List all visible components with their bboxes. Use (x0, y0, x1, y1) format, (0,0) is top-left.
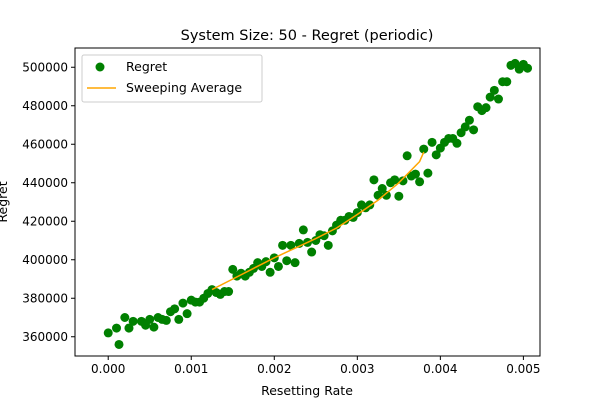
x-tick-label: 0.003 (340, 362, 374, 376)
regret-point (149, 322, 159, 332)
regret-point (290, 258, 300, 268)
y-tick-label: 420000 (22, 214, 68, 228)
y-tick-label: 460000 (22, 137, 68, 151)
regret-point (178, 298, 188, 308)
regret-point (410, 169, 420, 179)
regret-point (278, 240, 288, 250)
regret-point (224, 287, 234, 297)
regret-point (402, 151, 412, 161)
regret-point (415, 177, 425, 187)
regret-point (298, 225, 308, 235)
regret-point (390, 175, 400, 185)
legend-regret-label: Regret (126, 59, 167, 74)
regret-point (161, 315, 171, 325)
y-axis: 360000 380000 400000 420000 440000 460000 4800… (22, 60, 75, 344)
regret-point (145, 314, 155, 324)
regret-point (481, 103, 491, 113)
regret-point (431, 150, 441, 160)
regret-point (523, 63, 533, 73)
y-tick-label: 380000 (22, 291, 68, 305)
regret-series (103, 58, 533, 349)
regret-point (381, 190, 391, 200)
regret-point (265, 267, 275, 277)
regret-point (502, 77, 512, 87)
regret-point (170, 304, 180, 314)
regret-point (377, 184, 387, 194)
y-tick-label: 360000 (22, 330, 68, 344)
legend-regret-marker (95, 62, 105, 72)
sweeping-average-series (211, 151, 425, 291)
x-tick-label: 0.002 (257, 362, 291, 376)
regret-point (493, 94, 503, 104)
y-axis-label: Regret (0, 181, 10, 222)
y-tick-label: 480000 (22, 99, 68, 113)
regret-point (398, 176, 408, 186)
regret-point (369, 175, 379, 185)
regret-point (124, 323, 134, 333)
regret-point (452, 138, 462, 148)
regret-point (286, 240, 296, 250)
regret-point (464, 115, 474, 125)
regret-point (120, 313, 130, 322)
regret-point (485, 92, 495, 102)
regret-point (182, 309, 192, 319)
regret-point (282, 256, 292, 266)
regret-point (394, 191, 404, 201)
regret-point (427, 137, 437, 147)
regret-point (174, 314, 184, 324)
x-tick-label: 0.004 (423, 362, 457, 376)
regret-point (103, 328, 113, 338)
plot-frame (74, 47, 541, 357)
regret-point (352, 208, 362, 218)
legend-average-label: Sweeping Average (126, 80, 242, 95)
regret-point (460, 122, 470, 132)
regret-point (112, 323, 122, 333)
x-tick-label: 0.005 (506, 362, 540, 376)
x-axis-label: Resetting Rate (261, 383, 353, 398)
regret-point (323, 240, 333, 250)
regret-point (273, 261, 283, 271)
regret-point (114, 339, 124, 349)
x-tick-label: 0.001 (174, 362, 208, 376)
y-tick-label: 440000 (22, 176, 68, 190)
regret-point (489, 85, 499, 95)
y-tick-label: 400000 (22, 253, 68, 267)
regret-point (423, 168, 433, 178)
plot-area (74, 47, 541, 357)
sweeping-average-line (211, 151, 425, 291)
regret-point (228, 264, 238, 274)
regret-point (469, 125, 479, 135)
x-axis: 0.000 0.001 0.002 0.003 0.004 0.005 (91, 356, 541, 376)
regret-point (419, 144, 429, 154)
y-tick-label: 500000 (22, 60, 68, 74)
regret-point (128, 316, 138, 326)
regret-point (307, 247, 317, 257)
legend-box (81, 54, 263, 103)
legend: Regret Sweeping Average (81, 54, 263, 103)
chart-title: System Size: 50 - Regret (periodic) (181, 28, 434, 44)
x-tick-label: 0.000 (91, 362, 125, 376)
